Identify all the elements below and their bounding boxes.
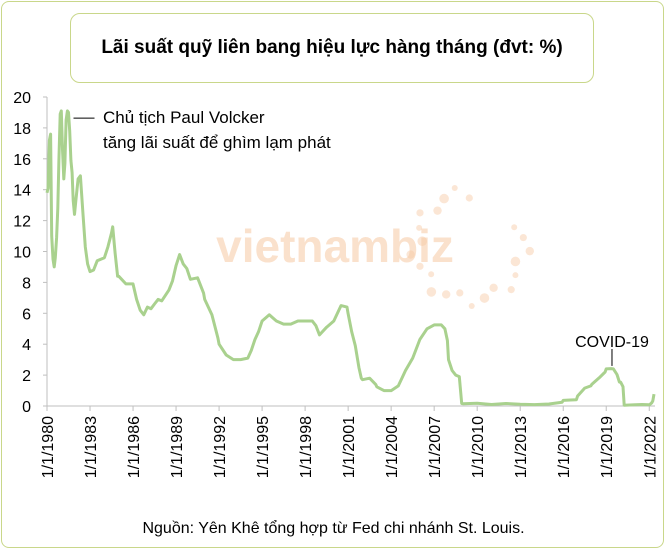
- y-tick-label: 20: [13, 90, 31, 107]
- annotations: Chủ tịch Paul Volcker tăng lãi suất để gh…: [73, 108, 649, 366]
- x-tick-label: 1/1/2001: [341, 416, 358, 478]
- watermark-dot: [451, 184, 458, 191]
- watermark-dot: [417, 236, 428, 247]
- watermark-dot: [416, 262, 424, 270]
- chart-title: Lãi suất quỹ liên bang hiệu lực hàng thá…: [101, 37, 563, 58]
- y-tick-label: 14: [13, 183, 31, 200]
- watermark-dot: [426, 287, 437, 297]
- x-tick-label: 1/1/2004: [384, 416, 401, 478]
- watermark-dot: [511, 224, 518, 231]
- watermark-dot: [519, 233, 527, 242]
- watermark-text: vietnambiz: [216, 220, 454, 272]
- x-tick-label: 1/1/2019: [599, 416, 616, 478]
- watermark-dot: [441, 290, 451, 299]
- x-tick-label: 1/1/1998: [298, 416, 315, 478]
- y-tick-label: 18: [13, 121, 31, 138]
- watermark-dot: [465, 194, 473, 202]
- x-tick-label: 1/1/2022: [642, 416, 659, 478]
- watermark-dot: [468, 302, 475, 309]
- x-tick-label: 1/1/1983: [83, 416, 100, 478]
- x-tick-label: 1/1/1992: [212, 416, 229, 478]
- watermark-dot: [512, 272, 519, 279]
- source-note: Nguồn: Yên Khê tổng hợp từ Fed chi nhánh…: [142, 520, 525, 537]
- watermark-dot: [489, 283, 498, 292]
- title-box: Lãi suất quỹ liên bang hiệu lực hàng thá…: [70, 13, 594, 83]
- volcker-annotation-line: Chủ tịch Paul Volcker: [103, 108, 265, 127]
- y-tick-label: 2: [22, 368, 31, 385]
- y-tick-label: 0: [22, 399, 31, 416]
- x-axis: 1/1/1980 1/1/1983 1/1/1986 1/1/1989 1/1/1992…: [40, 405, 659, 478]
- x-tick-label: 1/1/2010: [470, 416, 487, 478]
- watermark-dot: [507, 286, 515, 294]
- watermark-swirl: [406, 184, 534, 309]
- watermark-dot: [456, 289, 464, 297]
- watermark-dot: [416, 224, 423, 231]
- x-tick-label: 1/1/1989: [169, 416, 186, 478]
- covid-annotation: COVID-19: [575, 334, 649, 351]
- watermark-dot: [479, 293, 490, 303]
- x-tick-label: 1/1/1980: [40, 416, 57, 478]
- y-axis: 0 2 4 6 8 10 12 14 16 18 20: [13, 90, 48, 416]
- series-line-0: [45, 109, 656, 407]
- x-tick-label: 1/1/2016: [556, 416, 573, 478]
- x-tick-label: 1/1/2007: [427, 416, 444, 478]
- watermark-dot: [433, 206, 442, 215]
- y-tick-label: 16: [13, 152, 31, 169]
- watermark-dot: [439, 193, 449, 204]
- y-tick-label: 4: [22, 337, 31, 354]
- y-tick-label: 10: [13, 245, 31, 262]
- watermark-dot: [510, 256, 521, 267]
- series-layer: [45, 109, 656, 407]
- watermark-logo: vietnambiz: [216, 184, 534, 309]
- x-tick-label: 1/1/1995: [255, 416, 272, 478]
- y-tick-label: 8: [22, 275, 31, 292]
- watermark-dot: [416, 209, 424, 217]
- watermark-dot: [525, 246, 534, 256]
- x-tick-label: 1/1/2013: [513, 416, 530, 478]
- x-tick-label: 1/1/1986: [126, 416, 143, 478]
- y-tick-label: 12: [13, 214, 31, 231]
- volcker-annotation-line: tăng lãi suất để ghìm lạm phát: [103, 133, 331, 152]
- watermark-dot: [428, 271, 435, 278]
- y-tick-label: 6: [22, 306, 31, 323]
- watermark-dot: [406, 250, 415, 259]
